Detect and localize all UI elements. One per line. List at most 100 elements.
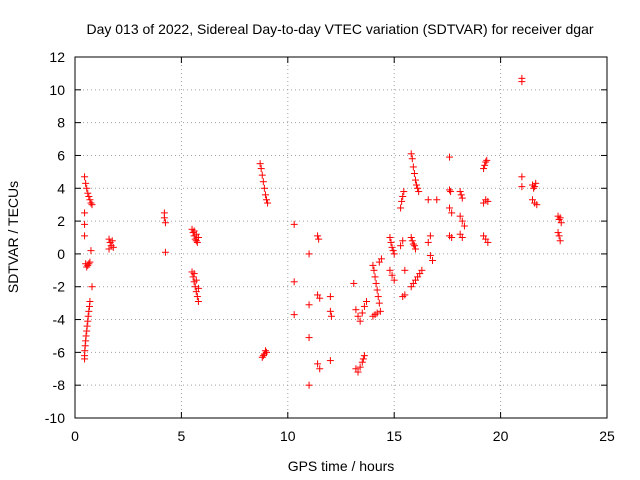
data-point [531,183,539,191]
data-point [85,192,93,200]
data-point [359,355,367,363]
data-point [84,189,92,197]
data-point [456,212,464,220]
data-point [458,217,466,225]
data-point [398,197,406,205]
y-axis-label: SDTVAR / TECUs [5,181,21,293]
data-point [305,250,313,258]
data-point [81,355,89,363]
data-point [314,360,322,368]
data-point [257,165,265,173]
y-tick-label: 4 [57,180,65,196]
data-point [390,276,398,284]
data-point [457,191,465,199]
data-point [399,192,407,200]
data-point [433,196,441,204]
data-point [363,297,371,305]
data-point [458,194,466,202]
x-axis-label: GPS time / hours [288,458,395,474]
data-point [386,234,394,241]
data-point [409,163,417,171]
data-point [194,297,202,305]
data-point [305,301,313,309]
y-tick-label: -8 [53,377,66,393]
data-point [518,183,526,191]
data-point [85,302,93,310]
data-point [259,352,267,360]
data-point [190,270,198,278]
data-point [105,235,113,243]
data-point [86,196,94,204]
plot-frame [74,56,608,419]
data-point [264,199,272,207]
data-point [83,327,91,335]
data-point [354,312,362,320]
data-point [161,248,169,256]
data-point [83,184,91,192]
data-point [191,283,199,291]
data-point [557,219,565,227]
data-point [192,276,200,284]
data-point [483,156,491,164]
data-point [554,229,562,237]
data-point [193,293,201,301]
data-point [290,278,298,286]
data-point [532,179,540,187]
data-point [86,258,94,266]
data-point [84,317,92,325]
y-tick-label: 0 [57,246,65,262]
data-point [375,299,383,307]
data-point [354,368,362,376]
data-point [263,348,271,356]
data-point [82,179,90,187]
x-tick-label: 5 [178,428,186,444]
data-point [389,247,397,255]
x-tick-label: 20 [493,428,509,444]
data-point [555,232,563,240]
x-tick-label: 15 [386,428,402,444]
data-point [426,252,434,260]
data-point [518,78,526,86]
data-point [458,234,466,241]
data-point [408,237,416,245]
data-point [372,279,380,287]
y-tick-label: -4 [53,312,66,328]
data-point [290,311,298,319]
data-point [424,238,432,246]
data-point [258,171,266,179]
data-point [373,309,381,317]
data-point [448,209,456,217]
data-point [263,196,271,204]
data-point [387,238,395,246]
data-point [316,294,324,302]
grid [75,57,607,418]
data-point [397,242,405,250]
data-point [305,381,313,389]
data-point [314,232,322,240]
data-point [410,242,418,250]
data-point [88,283,96,291]
y-tick-label: 12 [49,49,65,65]
data-point [460,222,468,230]
data-point [81,209,89,217]
data-point [397,204,405,212]
data-point [370,266,378,274]
data-point [326,307,334,315]
data-point [480,165,488,173]
data-point [377,255,385,263]
data-point [81,173,89,181]
data-point [408,155,416,163]
data-point [81,232,89,240]
data-point [316,365,324,373]
y-tick-label: -2 [53,279,66,295]
data-point [407,150,415,158]
data-point [327,312,335,320]
data-point [326,293,334,301]
data-point [410,170,418,178]
data-point [409,240,417,248]
data-point [376,307,384,315]
y-tick-label: -6 [53,344,66,360]
data-point [189,229,197,237]
data-point [481,161,489,169]
